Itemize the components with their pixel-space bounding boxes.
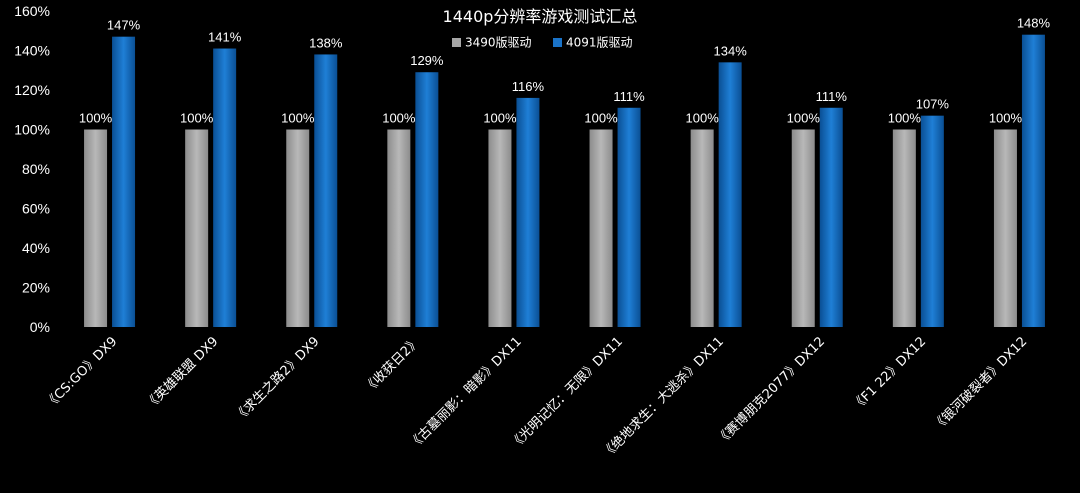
data-label-series-2: 141%: [208, 30, 242, 45]
x-tick-label: 《赛博朋克2077》DX12: [713, 334, 828, 449]
legend-label-series-2: 4091版驱动: [566, 36, 633, 50]
bar-series-1: [488, 129, 512, 327]
data-label-series-2: 116%: [512, 79, 545, 94]
data-label-series-2: 134%: [714, 43, 748, 58]
legend-label-series-1: 3490版驱动: [465, 36, 532, 50]
y-tick-label: 160%: [14, 3, 50, 19]
bar-series-1: [387, 129, 411, 327]
bar-series-1: [589, 129, 613, 327]
y-tick-label: 40%: [22, 240, 50, 256]
x-tick-label: 《英雄联盟 DX9: [143, 334, 222, 413]
bar-series-1: [892, 129, 916, 327]
y-tick-label: 120%: [14, 82, 50, 98]
data-label-series-1: 100%: [686, 111, 720, 126]
bar-series-1: [185, 129, 209, 327]
data-label-series-1: 100%: [382, 111, 416, 126]
x-tick-label: 《古墓丽影：暗影》DX11: [406, 334, 524, 452]
data-label-series-2: 138%: [309, 35, 343, 50]
x-tick-label: 《收获日2》: [361, 334, 423, 396]
bar-series-2: [314, 54, 338, 327]
bar-series-1: [993, 129, 1017, 327]
x-tick-label: 《光明记忆：无限》DX11: [507, 334, 626, 453]
bar-series-1: [84, 129, 108, 327]
legend: 3490版驱动 4091版驱动: [452, 36, 633, 50]
bar-series-1: [690, 129, 714, 327]
chart-title: 1440p分辨率游戏测试汇总: [443, 7, 638, 26]
data-label-series-1: 100%: [79, 111, 113, 126]
data-label-series-2: 129%: [410, 53, 444, 68]
bar-series-1: [791, 129, 815, 327]
data-label-series-2: 111%: [613, 89, 645, 104]
data-label-series-1: 100%: [180, 111, 214, 126]
bar-series-2: [920, 115, 944, 327]
y-tick-label: 100%: [14, 122, 50, 138]
y-tick-label: 140%: [14, 43, 50, 59]
x-tick-label: 《CS:GO》DX9: [42, 334, 120, 412]
data-label-series-2: 107%: [916, 97, 950, 112]
bar-series-2: [516, 97, 540, 328]
y-tick-label: 0%: [30, 319, 50, 335]
x-tick-label: 《F1 22》DX12: [849, 334, 929, 414]
bar-series-2: [1021, 34, 1045, 327]
data-label-series-1: 100%: [888, 111, 922, 126]
x-tick-label: 《银河破裂者》DX12: [930, 334, 1030, 434]
bar-series-1: [286, 129, 310, 327]
y-tick-label: 20%: [22, 280, 50, 296]
data-label-series-2: 148%: [1017, 16, 1051, 31]
data-label-series-1: 100%: [787, 111, 821, 126]
data-label-series-1: 100%: [584, 111, 618, 126]
y-axis: 0% 20% 40% 60% 80% 100% 120% 140% 160%: [14, 3, 50, 335]
data-label-series-1: 100%: [281, 111, 315, 126]
legend-swatch-series-2: [553, 38, 562, 47]
bar-series-2: [617, 107, 641, 328]
bars: 100% 147% 100% 141% 100% 138% 100% 129% 100% 116%…: [79, 16, 1051, 328]
y-tick-label: 80%: [22, 161, 50, 177]
bar-series-2: [819, 107, 843, 328]
bar-series-2: [415, 72, 439, 327]
data-label-series-1: 100%: [989, 111, 1023, 126]
x-axis: 《CS:GO》DX9 《英雄联盟 DX9 《求生之路2》DX9 《收获日2》《古墓丽影…: [42, 334, 1030, 462]
y-tick-label: 60%: [22, 201, 50, 217]
bar-series-2: [718, 62, 742, 327]
legend-swatch-series-1: [452, 38, 461, 47]
x-tick-label: 《求生之路2》DX9: [231, 334, 323, 426]
bar-series-2: [112, 36, 136, 328]
data-label-series-1: 100%: [483, 111, 517, 126]
data-label-series-2: 111%: [816, 89, 848, 104]
bar-series-2: [213, 48, 237, 328]
data-label-series-2: 147%: [107, 18, 141, 33]
